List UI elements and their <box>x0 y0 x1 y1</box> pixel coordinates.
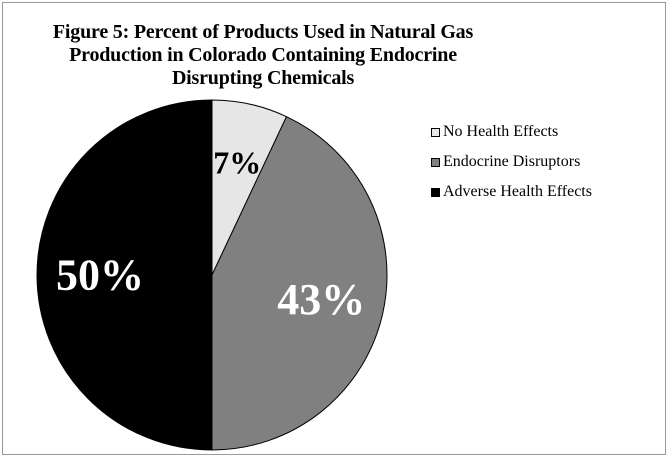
pie-chart: 7% 43% 50% <box>36 99 388 451</box>
legend-label: Endocrine Disruptors <box>443 153 581 170</box>
pie-slice-adverse-health-effects <box>36 99 213 451</box>
legend-swatch <box>431 187 440 197</box>
legend-swatch <box>431 157 440 167</box>
pie-slice-endocrine-disruptors <box>211 115 388 451</box>
data-label: 7% <box>213 144 261 180</box>
legend-swatch <box>431 127 440 137</box>
legend-label: No Health Effects <box>443 123 559 140</box>
chart-legend: No Health Effects Endocrine Disruptors A… <box>431 117 592 207</box>
chart-title: Figure 5: Percent of Products Used in Na… <box>52 21 474 89</box>
legend-label: Adverse Health Effects <box>443 183 592 200</box>
data-label: 50% <box>56 251 144 300</box>
legend-item-no-health-effects: No Health Effects <box>431 117 592 147</box>
data-label: 43% <box>277 275 365 324</box>
legend-item-endocrine-disruptors: Endocrine Disruptors <box>431 147 592 177</box>
legend-item-adverse-health-effects: Adverse Health Effects <box>431 177 592 207</box>
